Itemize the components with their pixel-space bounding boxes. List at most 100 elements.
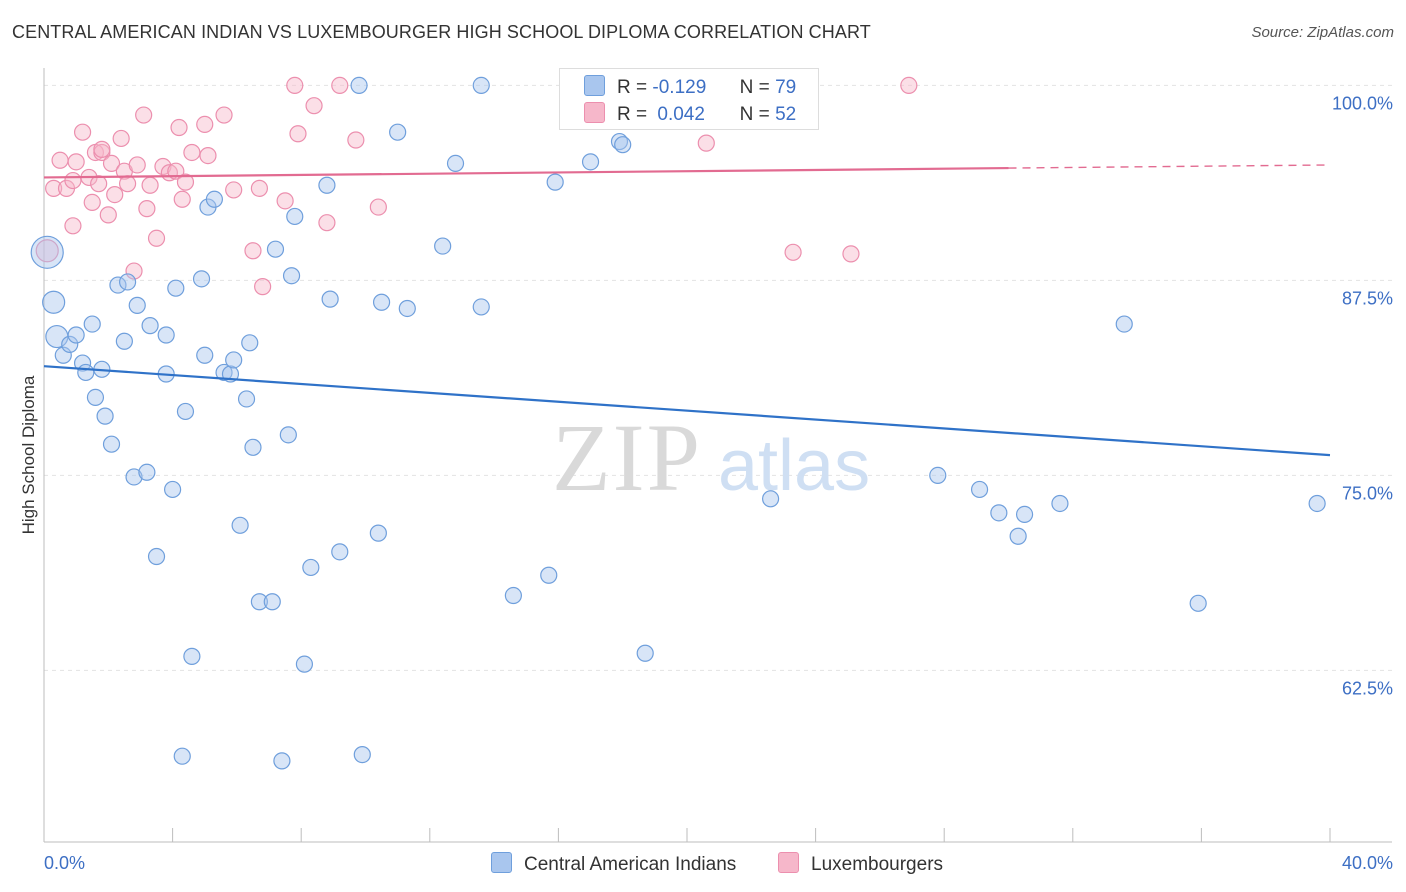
watermark: ZIP atlas: [552, 404, 870, 511]
luxembourgers-point-21: [138, 200, 156, 218]
central-american-indians-point-35: [231, 516, 249, 534]
series-central-american-indians-points: [30, 76, 1326, 770]
central-american-indians-point-68: [761, 490, 780, 508]
series-luxembourgers-points: [35, 76, 918, 296]
luxembourgers-point-14: [102, 154, 121, 172]
central-american-indians-point-24: [167, 279, 185, 297]
central-american-indians-point-47: [302, 558, 320, 577]
central-american-indians-point-67: [636, 644, 654, 662]
central-american-indians-point-42: [273, 752, 291, 770]
central-american-indians-point-52: [353, 746, 371, 764]
bottom-legend-central-american-indians: Central American Indians: [491, 852, 736, 876]
luxembourgers-point-30: [183, 143, 201, 162]
central-american-indians-point-4: [61, 335, 79, 353]
luxembourgers-point-2: [51, 151, 69, 169]
y-axis-label: High School Diploma: [19, 375, 38, 534]
central-american-indians-point-74: [1015, 505, 1034, 524]
bottom-legend-label-blue: Central American Indians: [524, 854, 737, 875]
luxembourgers-point-51: [128, 156, 146, 174]
central-american-indians-point-40: [263, 593, 281, 611]
central-american-indians-point-38: [244, 438, 262, 456]
central-american-indians-point-76: [1115, 315, 1133, 333]
luxembourgers-point-5: [64, 217, 82, 235]
luxembourgers-point-15: [106, 186, 124, 204]
central-american-indians-point-0: [30, 235, 64, 269]
central-american-indians-point-61: [504, 586, 522, 605]
central-american-indians-point-17: [128, 296, 146, 314]
central-american-indians-point-65: [610, 132, 629, 151]
central-american-indians-point-66: [614, 136, 632, 154]
central-american-indians-point-37: [241, 334, 259, 352]
central-american-indians-point-48: [318, 176, 336, 194]
luxembourgers-point-29: [176, 173, 195, 191]
central-american-indians-point-19: [141, 317, 159, 335]
luxembourgers-point-36: [250, 179, 269, 197]
legend-r-value-blue: -0.129: [652, 77, 707, 98]
central-american-indians-point-32: [215, 363, 233, 382]
central-american-indians-point-11: [96, 407, 114, 425]
luxembourgers-point-6: [67, 153, 85, 171]
legend-n-value-pink: 52: [775, 104, 797, 125]
luxembourgers-point-35: [244, 242, 262, 260]
central-american-indians-trend: [43, 365, 1331, 457]
central-american-indians-point-39: [250, 593, 269, 611]
luxembourgers-point-47: [784, 243, 802, 261]
luxembourgers-point-27: [170, 118, 188, 137]
central-american-indians-point-20: [147, 547, 166, 566]
bottom-legend-label-pink: Luxembourgers: [811, 854, 944, 875]
legend-n-value-blue: 79: [775, 77, 797, 98]
central-american-indians-point-51: [350, 76, 368, 95]
bottom-legend-swatch-pink: [778, 852, 799, 873]
central-american-indians-point-55: [389, 123, 407, 141]
central-american-indians-point-1: [42, 290, 66, 314]
legend-n-label-blue: N =: [739, 77, 770, 98]
luxembourgers-point-46: [697, 134, 715, 152]
legend-swatch-pink: [584, 102, 605, 123]
central-american-indians-point-71: [970, 480, 989, 499]
central-american-indians-point-70: [929, 466, 947, 484]
watermark-zip: ZIP: [552, 404, 702, 511]
luxembourgers-point-49: [900, 76, 918, 95]
central-american-indians-point-23: [164, 480, 182, 499]
luxembourgers-point-23: [147, 229, 166, 247]
y-tick-labels: 100.0% 87.5% 75.0% 62.5%: [1332, 93, 1393, 698]
legend-swatch-blue: [584, 75, 605, 96]
luxembourgers-point-37: [254, 278, 272, 296]
central-american-indians-point-5: [67, 326, 85, 344]
central-american-indians-point-50: [331, 543, 349, 561]
central-american-indians-point-75: [1051, 494, 1069, 513]
legend-row-pink: R = 0.042 N = 52: [584, 102, 796, 126]
correlation-legend: R = -0.129 N = 79 R = 0.042 N = 52: [559, 68, 819, 130]
central-american-indians-point-72: [990, 504, 1008, 522]
legend-r-value-pink: 0.042: [657, 104, 705, 125]
x-tick-label-0: 0.0%: [44, 853, 85, 873]
central-american-indians-point-56: [398, 299, 416, 318]
legend-r-label-blue: R =: [617, 77, 648, 98]
gridlines: [44, 84, 1392, 671]
bottom-legend-luxembourgers: Luxembourgers: [778, 852, 943, 876]
trend-lines: [43, 164, 1331, 457]
luxembourgers-point-19: [125, 262, 143, 280]
central-american-indians-point-27: [183, 647, 201, 665]
luxembourgers-point-42: [318, 214, 336, 232]
luxembourgers-point-41: [305, 97, 323, 115]
luxembourgers-point-40: [289, 125, 307, 143]
central-american-indians-point-21: [157, 326, 175, 344]
central-american-indians-point-3: [54, 346, 72, 364]
luxembourgers-point-32: [199, 147, 217, 165]
central-american-indians-point-59: [472, 298, 490, 316]
central-american-indians-point-58: [446, 154, 465, 172]
luxembourgers-point-34: [225, 181, 243, 199]
central-american-indians-point-63: [546, 173, 564, 191]
central-american-indians-point-26: [176, 402, 195, 421]
luxembourgers-point-31: [196, 115, 214, 134]
luxembourgers-point-18: [118, 175, 137, 193]
x-tick-labels: 0.0% 40.0%: [44, 853, 1393, 873]
central-american-indians-point-7: [77, 363, 95, 382]
central-american-indians-point-28: [192, 270, 211, 288]
central-american-indians-point-44: [282, 267, 301, 285]
y-tick-label-3: 62.5%: [1342, 678, 1393, 698]
central-american-indians-point-45: [286, 207, 304, 226]
luxembourgers-point-0: [35, 239, 59, 263]
central-american-indians-point-29: [196, 346, 214, 364]
